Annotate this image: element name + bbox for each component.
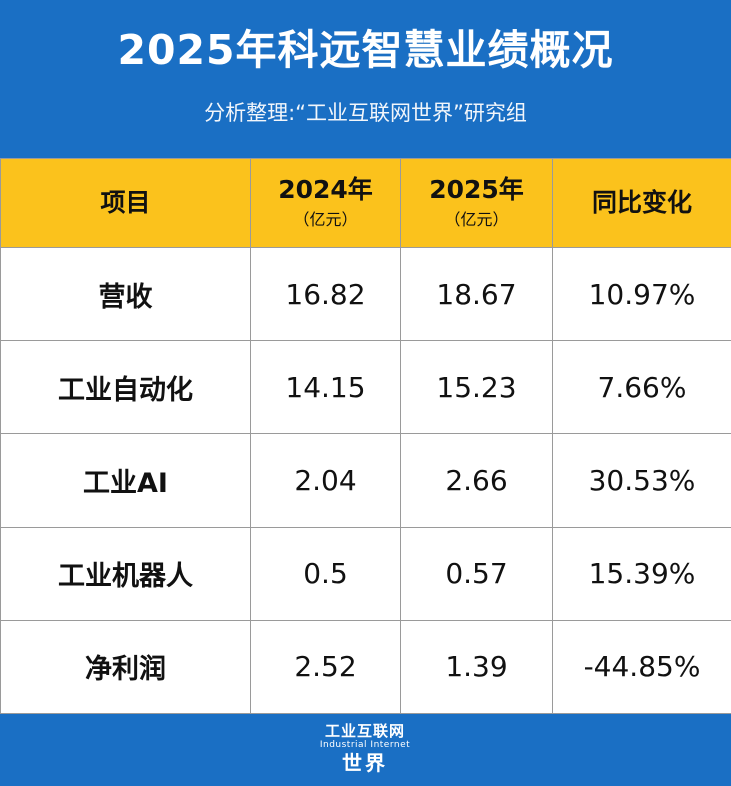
- row-2025-cell: 0.57: [400, 526, 553, 621]
- table-row: 工业自动化 14.15 15.23 7.66%: [0, 340, 731, 435]
- column-header-label: 同比变化: [591, 188, 692, 217]
- column-header-unit: （亿元）: [444, 210, 509, 229]
- row-item-cell: 工业AI: [0, 433, 251, 528]
- row-change-cell: 10.97%: [552, 246, 731, 342]
- row-change-cell: 7.66%: [552, 340, 731, 435]
- page-title: 2025年科远智慧业绩概况: [117, 26, 614, 74]
- row-item-cell: 工业机器人: [0, 526, 251, 621]
- row-change-cell: 30.53%: [552, 433, 731, 528]
- logo-text-english: Industrial Internet: [319, 740, 411, 750]
- column-header-label: 项目: [100, 188, 151, 217]
- brand-logo: 工业互联网 Industrial Internet 世界: [315, 722, 415, 778]
- row-change-cell: 15.39%: [552, 526, 731, 621]
- performance-table: 项目 2024年 （亿元） 2025年 （亿元） 同比变化 营收 16.82: [0, 158, 731, 715]
- row-2025-cell: 15.23: [400, 340, 553, 435]
- header-banner: 2025年科远智慧业绩概况 分析整理:“工业互联网世界”研究组: [0, 0, 731, 158]
- row-item-cell: 净利润: [0, 619, 251, 715]
- column-header-label: 2025年: [429, 175, 524, 204]
- footer-banner: 工业互联网 Industrial Internet 世界: [0, 714, 731, 786]
- row-2024-cell: 16.82: [250, 246, 401, 342]
- row-2025-cell: 2.66: [400, 433, 553, 528]
- row-item-cell: 营收: [0, 246, 251, 342]
- page-subtitle: 分析整理:“工业互联网世界”研究组: [204, 101, 527, 125]
- row-2025-cell: 18.67: [400, 246, 553, 342]
- column-header-2025: 2025年 （亿元）: [400, 158, 553, 248]
- logo-text-top: 工业互联网: [324, 722, 405, 740]
- column-header-2024: 2024年 （亿元）: [250, 158, 401, 248]
- table-row: 工业机器人 0.5 0.57 15.39%: [0, 526, 731, 621]
- column-header-change: 同比变化: [552, 158, 731, 248]
- column-header-unit: （亿元）: [293, 210, 358, 229]
- row-change-cell: -44.85%: [552, 619, 731, 715]
- table-row: 净利润 2.52 1.39 -44.85%: [0, 619, 731, 715]
- row-2024-cell: 2.04: [250, 433, 401, 528]
- row-2024-cell: 2.52: [250, 619, 401, 715]
- column-header-label: 2024年: [278, 175, 373, 204]
- row-2024-cell: 0.5: [250, 526, 401, 621]
- table-row: 工业AI 2.04 2.66 30.53%: [0, 433, 731, 528]
- table-header-row: 项目 2024年 （亿元） 2025年 （亿元） 同比变化: [0, 158, 731, 248]
- column-header-item: 项目: [0, 158, 251, 248]
- row-item-cell: 工业自动化: [0, 340, 251, 435]
- row-2024-cell: 14.15: [250, 340, 401, 435]
- logo-text-bottom: 世界: [342, 751, 388, 775]
- row-2025-cell: 1.39: [400, 619, 553, 715]
- table-row: 营收 16.82 18.67 10.97%: [0, 246, 731, 342]
